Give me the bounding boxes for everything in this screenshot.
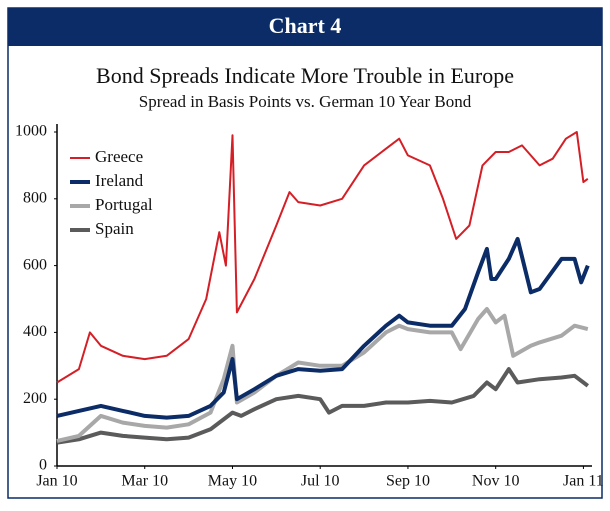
legend-label: Ireland	[95, 171, 144, 190]
legend-label: Greece	[95, 147, 143, 166]
y-tick-label: 1000	[15, 123, 47, 140]
series-line	[56, 236, 590, 420]
chart-subtitle: Spread in Basis Points vs. German 10 Yea…	[139, 92, 472, 111]
y-tick-label: 600	[23, 256, 47, 273]
header-bar	[8, 8, 602, 46]
y-tick-label: 200	[23, 390, 47, 407]
header: Chart 4	[269, 13, 342, 38]
series-line	[56, 307, 589, 443]
y-tick-label: 0	[39, 457, 47, 474]
legend-label: Portugal	[95, 195, 153, 214]
y-tick-label: 800	[23, 189, 47, 206]
series-line	[56, 131, 589, 384]
x-tick-label: Jan 11	[563, 473, 604, 490]
legend-label: Spain	[95, 219, 134, 238]
x-tick-label: Sep 10	[386, 473, 430, 490]
y-tick-label: 400	[23, 323, 47, 340]
series-line	[56, 367, 590, 445]
x-tick-label: Jul 10	[301, 473, 340, 490]
x-tick-label: Jan 10	[36, 473, 77, 490]
chart-title: Bond Spreads Indicate More Trouble in Eu…	[96, 63, 514, 88]
x-tick-label: May 10	[208, 473, 257, 490]
x-tick-label: Nov 10	[472, 473, 520, 490]
x-tick-label: Mar 10	[121, 473, 168, 490]
